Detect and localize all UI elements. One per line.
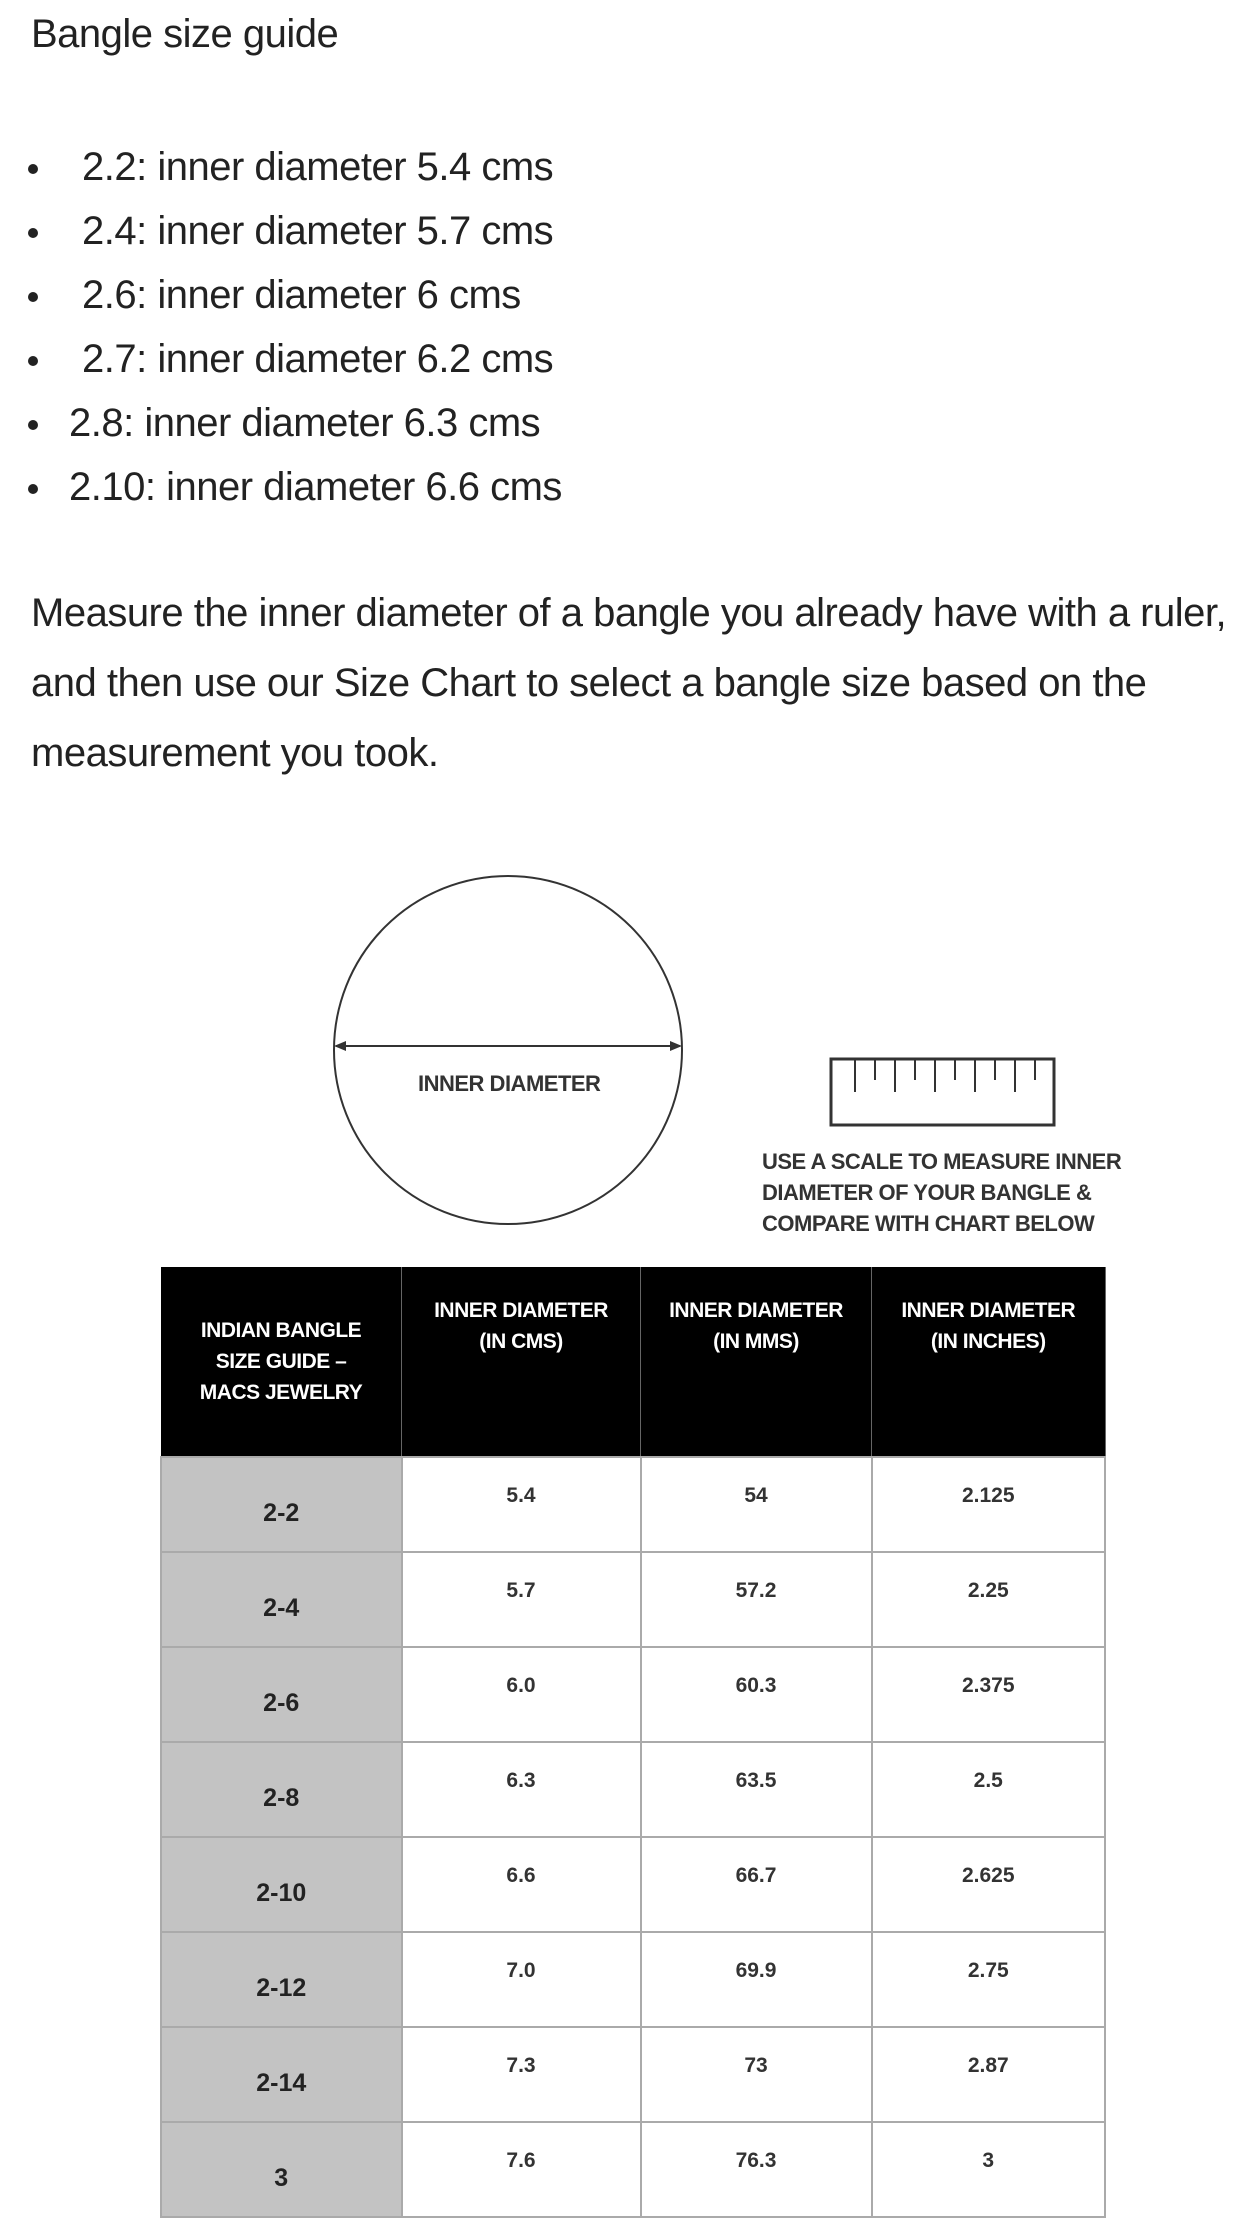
list-item: 2.4: inner diameter 5.7 cms <box>28 199 562 263</box>
table-row: 3 7.6 76.3 3 <box>160 2121 1106 2218</box>
table-row: 2-2 5.4 54 2.125 <box>160 1456 1106 1553</box>
list-item: 2.2: inner diameter 5.4 cms <box>28 135 562 199</box>
bullet-icon <box>28 484 38 495</box>
cell-size: 2-8 <box>160 1741 403 1838</box>
cell-mms: 63.5 <box>639 1741 873 1838</box>
cell-size: 2-6 <box>160 1646 403 1743</box>
size-list: 2.2: inner diameter 5.4 cms 2.4: inner d… <box>28 135 562 519</box>
column-header-inches: INNER DIAMETER (IN INCHES) <box>871 1267 1106 1457</box>
cell-inches: 3 <box>870 2121 1106 2218</box>
list-item: 2.7: inner diameter 6.2 cms <box>28 327 562 391</box>
table-row: 2-14 7.3 73 2.87 <box>160 2026 1106 2123</box>
cell-cms: 6.3 <box>400 1741 642 1838</box>
cell-size: 2-12 <box>160 1931 403 2028</box>
cell-inches: 2.25 <box>870 1551 1106 1648</box>
inner-diameter-label: INNER DIAMETER <box>418 1071 601 1096</box>
cell-size: 2-10 <box>160 1836 403 1933</box>
cell-inches: 2.125 <box>870 1456 1106 1553</box>
cell-cms: 7.6 <box>400 2121 642 2218</box>
bangle-circle-icon <box>333 875 683 1225</box>
cell-mms: 66.7 <box>639 1836 873 1933</box>
table-row: 2-10 6.6 66.7 2.625 <box>160 1836 1106 1933</box>
bullet-icon <box>28 228 38 239</box>
table-row: 2-8 6.3 63.5 2.5 <box>160 1741 1106 1838</box>
cell-size: 3 <box>160 2121 403 2218</box>
diagram-caption: USE A SCALE TO MEASURE INNER DIAMETER OF… <box>762 1149 1122 1236</box>
cell-inches: 2.75 <box>870 1931 1106 2028</box>
cell-cms: 6.0 <box>400 1646 642 1743</box>
cell-cms: 5.7 <box>400 1551 642 1648</box>
cell-inches: 2.87 <box>870 2026 1106 2123</box>
table-header-row: INDIAN BANGLE SIZE GUIDE – MACS JEWELRY IN… <box>161 1267 1106 1457</box>
list-item: 2.6: inner diameter 6 cms <box>28 263 562 327</box>
column-header-size: INDIAN BANGLE SIZE GUIDE – MACS JEWELRY <box>161 1267 402 1457</box>
size-chart-table: INDIAN BANGLE SIZE GUIDE – MACS JEWELRY IN… <box>160 1267 1106 2218</box>
cell-size: 2-2 <box>160 1456 403 1553</box>
table-row: 2-6 6.0 60.3 2.375 <box>160 1646 1106 1743</box>
column-header-cms: INNER DIAMETER (IN CMS) <box>401 1267 641 1457</box>
measurement-diagram <box>333 875 1056 1225</box>
instructions-paragraph: Measure the inner diameter of a bangle y… <box>31 591 1227 775</box>
bullet-icon <box>28 292 38 303</box>
bullet-icon <box>28 420 38 431</box>
cell-size: 2-14 <box>160 2026 403 2123</box>
cell-mms: 60.3 <box>639 1646 873 1743</box>
bullet-icon <box>28 164 38 175</box>
column-header-mms: INNER DIAMETER (IN MMS) <box>640 1267 872 1457</box>
page-title: Bangle size guide <box>31 12 339 56</box>
cell-cms: 6.6 <box>400 1836 642 1933</box>
bullet-icon <box>28 356 38 367</box>
cell-mms: 73 <box>639 2026 873 2123</box>
cell-mms: 54 <box>639 1456 873 1553</box>
cell-mms: 57.2 <box>639 1551 873 1648</box>
table-row: 2-4 5.7 57.2 2.25 <box>160 1551 1106 1648</box>
cell-mms: 69.9 <box>639 1931 873 2028</box>
cell-cms: 7.3 <box>400 2026 642 2123</box>
cell-size: 2-4 <box>160 1551 403 1648</box>
cell-mms: 76.3 <box>639 2121 873 2218</box>
cell-cms: 7.0 <box>400 1931 642 2028</box>
list-item: 2.10: inner diameter 6.6 cms <box>28 455 562 519</box>
cell-cms: 5.4 <box>400 1456 642 1553</box>
cell-inches: 2.5 <box>870 1741 1106 1838</box>
cell-inches: 2.375 <box>870 1646 1106 1743</box>
ruler-icon <box>829 1057 1056 1127</box>
list-item: 2.8: inner diameter 6.3 cms <box>28 391 562 455</box>
table-row: 2-12 7.0 69.9 2.75 <box>160 1931 1106 2028</box>
cell-inches: 2.625 <box>870 1836 1106 1933</box>
